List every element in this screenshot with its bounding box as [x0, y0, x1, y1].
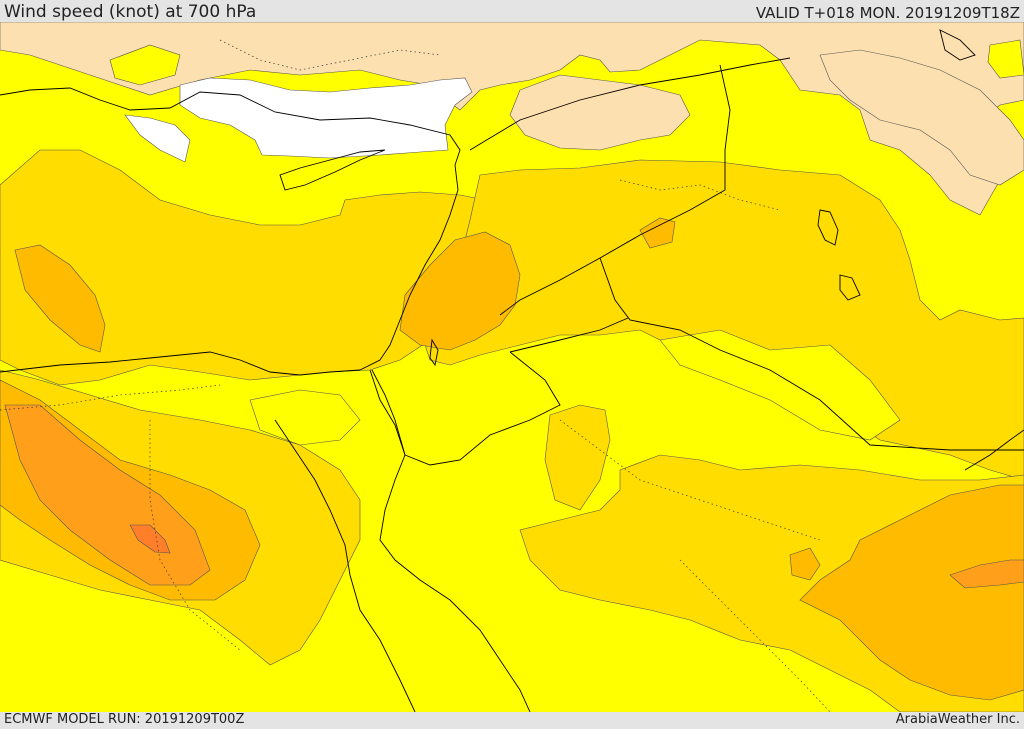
calm-sea-white-2 — [124, 114, 191, 163]
border-iraq-saudi — [599, 257, 1024, 451]
low-wind-east — [819, 49, 1024, 186]
border-egypt-israel — [371, 369, 406, 456]
lake-van — [939, 29, 976, 61]
internal-boundary-2 — [149, 420, 241, 651]
lake-2 — [839, 274, 861, 301]
border-turkey-syria — [469, 57, 791, 151]
credit-label: ArabiaWeather Inc. — [895, 712, 1020, 727]
wind-band-2-mid — [544, 404, 611, 511]
dead-sea — [429, 338, 439, 367]
coastline-egypt — [0, 351, 361, 376]
model-run: ECMWF MODEL RUN: 20191209T00Z — [4, 712, 245, 727]
gulf-of-suez — [369, 369, 406, 456]
calm-hole-1 — [249, 389, 361, 446]
calm-patch-1 — [109, 44, 181, 86]
low-wind-interior — [509, 74, 691, 151]
wind-band-5-core — [129, 524, 171, 554]
internal-boundary-4 — [619, 179, 781, 211]
calm-hole-2 — [659, 329, 901, 441]
border-jordan-saudi — [404, 351, 561, 466]
cyprus-island — [279, 149, 386, 191]
coastline-levant — [359, 189, 459, 371]
internal-boundary-3 — [559, 419, 821, 541]
wind-band-3-west — [14, 244, 106, 353]
coastline-turkey — [0, 87, 461, 191]
valid-time: VALID T+018 MON. 20191209T18Z — [755, 4, 1020, 22]
calm-patch-2 — [987, 39, 1024, 79]
map-title: Wind speed (knot) at 700 hPa — [4, 2, 257, 22]
footer-bar: ECMWF MODEL RUN: 20191209T00Z ArabiaWeat… — [0, 712, 1024, 729]
lake-1 — [817, 209, 839, 246]
internal-boundary-6 — [679, 559, 831, 712]
internal-boundary-5 — [219, 39, 441, 71]
wind-band-3-small — [639, 217, 676, 249]
internal-boundary-1 — [0, 384, 221, 411]
border-syria-iraq — [599, 64, 731, 259]
coastline-red-sea-west — [274, 419, 416, 712]
coastline-red-sea-east — [379, 454, 531, 712]
calm-sea-white — [179, 77, 473, 159]
border-saudi-north — [509, 317, 629, 353]
wind-band-3-se — [799, 484, 1024, 701]
border-jordan — [499, 257, 601, 316]
header-bar: Wind speed (knot) at 700 hPa VALID T+018… — [0, 0, 1024, 22]
wind-band-3-small-2 — [789, 547, 821, 581]
coastline-gulf — [964, 429, 1024, 471]
wind-band-4-se — [949, 559, 1024, 589]
wind-speed-map — [0, 22, 1024, 712]
wind-band-3-levant — [399, 231, 521, 351]
